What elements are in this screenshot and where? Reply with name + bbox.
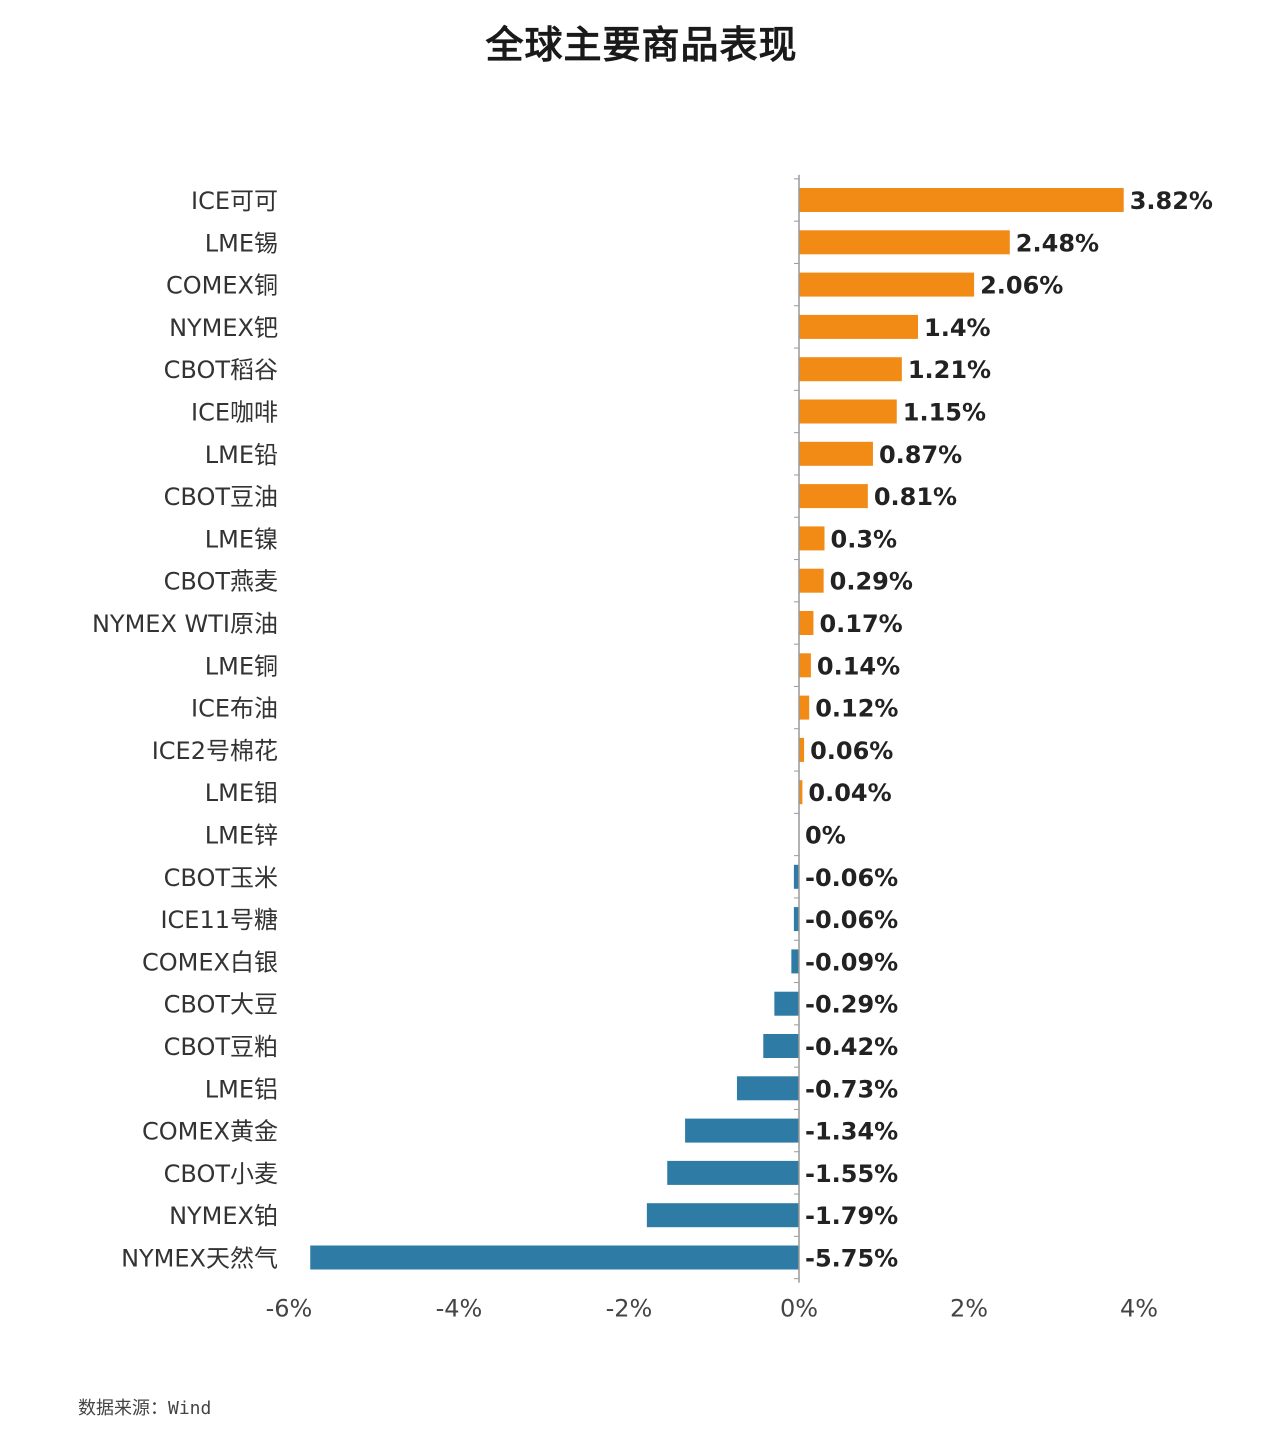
value-label: 0.12% bbox=[815, 695, 898, 723]
bar bbox=[799, 695, 810, 720]
labels-layer: ICE可可 3.82% LME锡 2.48% COMEX铜 2.06% NYMEX钯 1.4%… bbox=[92, 187, 1213, 1323]
value-label: 0.04% bbox=[808, 779, 891, 807]
bar bbox=[646, 1203, 799, 1228]
value-label: 0.17% bbox=[819, 610, 902, 638]
bar bbox=[791, 949, 799, 974]
category-label: LME铅 bbox=[205, 441, 278, 469]
category-label: ICE布油 bbox=[191, 695, 278, 723]
category-label: LME铜 bbox=[205, 652, 278, 680]
bar bbox=[799, 357, 902, 382]
bar bbox=[799, 314, 918, 339]
value-label: -0.06% bbox=[805, 906, 898, 934]
category-label: ICE可可 bbox=[191, 187, 278, 215]
bar bbox=[799, 230, 1010, 255]
bar bbox=[799, 780, 803, 805]
x-tick-label: 0% bbox=[780, 1295, 818, 1323]
category-label: LME钼 bbox=[205, 779, 278, 807]
category-label: CBOT大豆 bbox=[164, 991, 278, 1019]
bar bbox=[799, 526, 825, 551]
bar bbox=[799, 611, 814, 635]
value-label: 0.14% bbox=[817, 652, 900, 680]
category-label: ICE11号糖 bbox=[160, 906, 278, 934]
category-label: ICE2号棉花 bbox=[152, 737, 278, 765]
bar bbox=[799, 272, 975, 297]
bar bbox=[774, 991, 799, 1016]
bar bbox=[793, 864, 799, 889]
x-tick-label: -4% bbox=[436, 1295, 483, 1323]
category-label: CBOT豆油 bbox=[164, 483, 278, 511]
bar bbox=[799, 568, 824, 593]
bar bbox=[799, 484, 868, 509]
value-label: -1.34% bbox=[805, 1118, 898, 1146]
bar bbox=[799, 653, 811, 678]
bar bbox=[736, 1076, 799, 1101]
value-label: -0.09% bbox=[805, 948, 898, 976]
category-label: COMEX铜 bbox=[166, 272, 278, 300]
category-label: NYMEX WTI原油 bbox=[92, 610, 278, 638]
bar bbox=[763, 1034, 799, 1058]
value-label: 1.4% bbox=[924, 314, 991, 342]
bar bbox=[799, 399, 897, 424]
bar bbox=[793, 907, 799, 932]
category-label: LME锡 bbox=[205, 229, 278, 257]
category-label: NYMEX天然气 bbox=[121, 1245, 278, 1273]
x-tick-label: -6% bbox=[266, 1295, 313, 1323]
x-tick-label: 2% bbox=[950, 1295, 988, 1323]
x-tick-label: 4% bbox=[1120, 1295, 1158, 1323]
bar-chart: ICE可可 3.82% LME锡 2.48% COMEX铜 2.06% NYMEX钯 1.4%… bbox=[92, 174, 1213, 1323]
value-label: 0% bbox=[805, 822, 846, 850]
value-label: 2.06% bbox=[980, 272, 1063, 300]
chart-title: 全球主要商品表现 bbox=[485, 23, 798, 67]
category-label: COMEX白银 bbox=[142, 948, 278, 976]
axis-layer bbox=[794, 174, 800, 1283]
value-label: 1.21% bbox=[908, 356, 991, 384]
value-label: 0.87% bbox=[879, 441, 962, 469]
value-label: -0.06% bbox=[805, 864, 898, 892]
category-label: CBOT豆粕 bbox=[164, 1033, 278, 1061]
category-label: ICE咖啡 bbox=[191, 399, 278, 427]
bar bbox=[799, 441, 873, 466]
bar bbox=[685, 1118, 799, 1143]
value-label: 0.06% bbox=[810, 737, 893, 765]
value-label: 2.48% bbox=[1016, 229, 1099, 257]
value-label: 0.3% bbox=[831, 525, 898, 553]
value-label: -1.55% bbox=[805, 1160, 898, 1188]
category-label: CBOT小麦 bbox=[164, 1160, 278, 1188]
bar bbox=[667, 1160, 799, 1185]
source-note: 数据来源：Wind bbox=[78, 1398, 212, 1419]
value-label: 0.81% bbox=[874, 483, 957, 511]
value-label: 3.82% bbox=[1130, 187, 1213, 215]
category-label: CBOT稻谷 bbox=[164, 356, 278, 384]
value-label: -0.42% bbox=[805, 1033, 898, 1061]
category-label: COMEX黄金 bbox=[142, 1118, 278, 1146]
category-label: NYMEX钯 bbox=[169, 314, 278, 342]
bar bbox=[310, 1245, 799, 1270]
bars-layer bbox=[310, 188, 1124, 1270]
bar bbox=[799, 737, 805, 762]
bar bbox=[799, 188, 1124, 212]
value-label: -0.29% bbox=[805, 991, 898, 1019]
category-label: CBOT燕麦 bbox=[164, 568, 278, 596]
value-label: 0.29% bbox=[830, 568, 913, 596]
category-label: CBOT玉米 bbox=[164, 864, 278, 892]
x-tick-label: -2% bbox=[606, 1295, 653, 1323]
value-label: -0.73% bbox=[805, 1075, 898, 1103]
value-label: 1.15% bbox=[903, 399, 986, 427]
category-label: LME锌 bbox=[205, 822, 278, 850]
value-label: -5.75% bbox=[805, 1245, 898, 1273]
category-label: NYMEX铂 bbox=[169, 1202, 278, 1230]
category-label: LME镍 bbox=[205, 525, 278, 553]
category-label: LME铝 bbox=[205, 1075, 278, 1103]
value-label: -1.79% bbox=[805, 1202, 898, 1230]
